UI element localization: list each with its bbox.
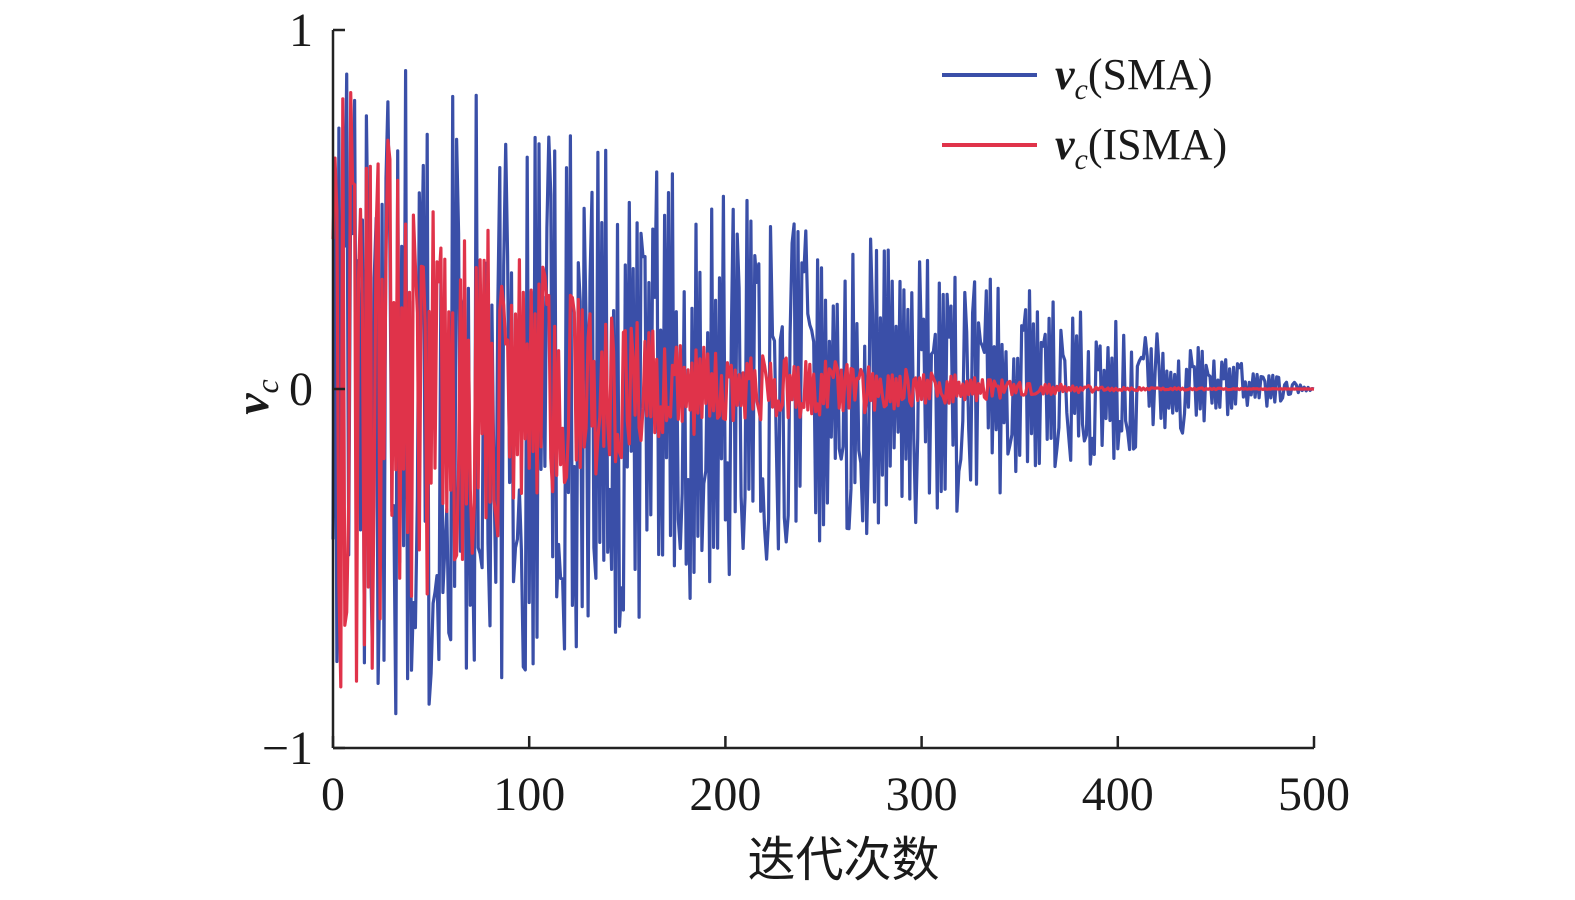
y-tick-label: 0	[289, 363, 313, 416]
legend-label-sma: vc(SMA)	[1055, 50, 1213, 106]
legend-sma-symbol: v	[1055, 50, 1075, 99]
x-tick-label: 100	[493, 768, 565, 821]
legend-isma-subscript: c	[1075, 143, 1088, 176]
y-axis-title-subscript: c	[249, 379, 285, 393]
x-tick-label: 200	[689, 768, 761, 821]
y-tick-label: −1	[262, 722, 313, 775]
legend-isma-symbol: v	[1055, 120, 1075, 169]
legend-sma-suffix: (SMA)	[1088, 50, 1213, 99]
x-tick-label: 300	[886, 768, 958, 821]
legend-label-isma: vc(ISMA)	[1055, 120, 1227, 176]
legend: vc(SMA) vc(ISMA)	[942, 50, 1227, 176]
x-tick-label: 0	[321, 768, 345, 821]
ticks-layer: 0 100 200 300 400 500−101	[262, 4, 1350, 821]
x-axis-title: 迭代次数	[747, 832, 939, 888]
series-line-isma	[331, 91, 1314, 689]
series-layer	[331, 69, 1315, 716]
legend-isma-suffix: (ISMA)	[1088, 120, 1227, 169]
x-tick-label: 400	[1082, 768, 1154, 821]
y-tick-label: 1	[289, 4, 313, 57]
y-axis-title-symbol: v	[226, 393, 279, 415]
legend-sma-subscript: c	[1075, 73, 1088, 106]
y-axis-title: vc	[226, 379, 285, 415]
series-line-sma	[331, 69, 1315, 716]
x-tick-label: 500	[1278, 768, 1350, 821]
